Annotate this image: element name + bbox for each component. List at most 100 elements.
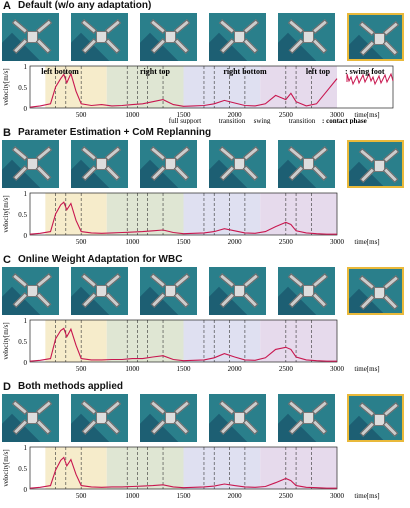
snapshot-frame <box>2 267 59 315</box>
robot-icon <box>287 400 329 435</box>
plot-frame <box>29 446 338 490</box>
robot-icon <box>149 19 191 54</box>
y-tick-label: 1 <box>24 63 28 71</box>
y-tick-label: 0.5 <box>18 465 27 473</box>
zoomed-foot-frame <box>347 13 404 61</box>
x-axis-label: time[ms] <box>354 492 379 500</box>
panel-a: A Default (w/o any adaptation) 0 0.5 1 veloci… <box>0 0 410 127</box>
phase-band-0 <box>45 447 107 489</box>
x-tick-label: 500 <box>76 365 87 373</box>
y-tick-label: 0 <box>24 232 28 240</box>
robot-icon <box>218 19 260 54</box>
panel-title: Default (w/o any adaptation) <box>18 0 152 11</box>
plot-frame <box>29 192 338 236</box>
leg-label: right top <box>140 67 171 76</box>
panel-title: Online Weight Adaptation for WBC <box>18 254 183 265</box>
panel-label: B <box>3 127 11 139</box>
zoomed-foot-frame <box>347 394 404 442</box>
x-tick-label: 1000 <box>125 365 140 373</box>
snapshot-frame <box>71 140 128 188</box>
phase-band-3 <box>260 447 337 489</box>
snapshot-frame <box>209 140 266 188</box>
x-tick-label: 2500 <box>279 492 294 500</box>
x-tick-label: 2500 <box>279 365 294 373</box>
robot-icon <box>358 402 400 437</box>
phase-label: full support <box>169 117 202 124</box>
snapshot-frame <box>2 140 59 188</box>
x-tick-label: 500 <box>76 238 87 246</box>
y-tick-label: 1 <box>24 317 28 325</box>
robot-icon <box>149 146 191 181</box>
phase-band-2 <box>183 447 261 489</box>
robot-icon <box>149 400 191 435</box>
y-tick-label: 0.5 <box>18 338 27 346</box>
snapshot-frame <box>140 394 197 442</box>
x-tick-label: 1000 <box>125 111 140 119</box>
robot-icon <box>287 273 329 308</box>
velocity-chart: 0 0.5 1 velocity[m/s] 500 1000 1500 2000 2500 300… <box>2 190 380 246</box>
panel-label: C <box>3 254 11 266</box>
robot-icon <box>11 400 53 435</box>
velocity-chart: 0 0.5 1 velocity[m/s] 500 1000 1500 2000 2500 300… <box>2 317 380 373</box>
y-tick-label: 1 <box>24 190 28 198</box>
x-axis-label: time[ms] <box>354 238 379 246</box>
robot-icon <box>218 273 260 308</box>
x-tick-label: 1500 <box>177 365 192 373</box>
phase-label: transition <box>219 117 246 124</box>
x-tick-label: 2000 <box>228 492 243 500</box>
x-tick-label: 3000 <box>330 238 345 246</box>
swing-foot-trace <box>346 72 394 86</box>
panel-label: A <box>3 0 11 12</box>
phase-band-3 <box>260 320 337 362</box>
x-tick-label: 3000 <box>330 492 345 500</box>
snapshot-frame <box>140 13 197 61</box>
velocity-chart: 0 0.5 1 velocity[m/s] 500 1000 1500 2000 2500 300… <box>2 444 380 500</box>
phase-band-1 <box>106 66 184 108</box>
snapshot-frame <box>209 394 266 442</box>
x-tick-label: 1500 <box>177 238 192 246</box>
y-tick-label: 0 <box>24 486 28 494</box>
y-tick-label: 0 <box>24 359 28 367</box>
phase-label: swing <box>254 117 271 124</box>
snapshot-frame <box>278 140 335 188</box>
panel-title: Parameter Estimation + CoM Replanning <box>18 127 212 138</box>
snapshot-frame <box>71 13 128 61</box>
x-tick-label: 2000 <box>228 111 243 119</box>
robot-icon <box>358 148 400 183</box>
robot-icon <box>80 400 122 435</box>
y-tick-label: 0 <box>24 105 28 113</box>
snapshot-frame <box>278 13 335 61</box>
leg-label: left top <box>306 67 331 76</box>
robot-icon <box>218 146 260 181</box>
snapshot-frame <box>2 394 59 442</box>
robot-icon <box>80 19 122 54</box>
y-axis-label: velocity[m/s] <box>2 68 10 105</box>
phase-band-2 <box>183 193 261 235</box>
snapshot-frame <box>71 394 128 442</box>
velocity-series-line <box>29 327 337 362</box>
phase-band-1 <box>106 193 184 235</box>
swing-foot-label: : swing foot <box>345 67 385 76</box>
plot-frame <box>29 65 394 109</box>
x-tick-label: 2500 <box>279 238 294 246</box>
y-tick-label: 0.5 <box>18 211 27 219</box>
panel-title: Both methods applied <box>18 381 123 392</box>
x-tick-label: 3000 <box>330 111 345 119</box>
panel-d: D Both methods applied 0 0.5 1 velocity[m/s] 5… <box>0 381 410 508</box>
snapshot-frame <box>140 267 197 315</box>
robot-icon <box>11 19 53 54</box>
robot-icon <box>80 146 122 181</box>
phase-band-1 <box>106 447 184 489</box>
zoomed-foot-frame <box>347 140 404 188</box>
x-tick-label: 2000 <box>228 238 243 246</box>
phase-band-3 <box>260 66 337 108</box>
robot-icon <box>218 400 260 435</box>
x-tick-label: 2000 <box>228 365 243 373</box>
panel-c: C Online Weight Adaptation for WBC 0 0.5 1 ve… <box>0 254 410 381</box>
phase-band-2 <box>183 320 261 362</box>
x-tick-label: 500 <box>76 111 87 119</box>
x-tick-label: 1500 <box>177 492 192 500</box>
leg-label: right bottom <box>223 67 267 76</box>
robot-icon <box>287 146 329 181</box>
y-tick-label: 0.5 <box>18 84 27 92</box>
